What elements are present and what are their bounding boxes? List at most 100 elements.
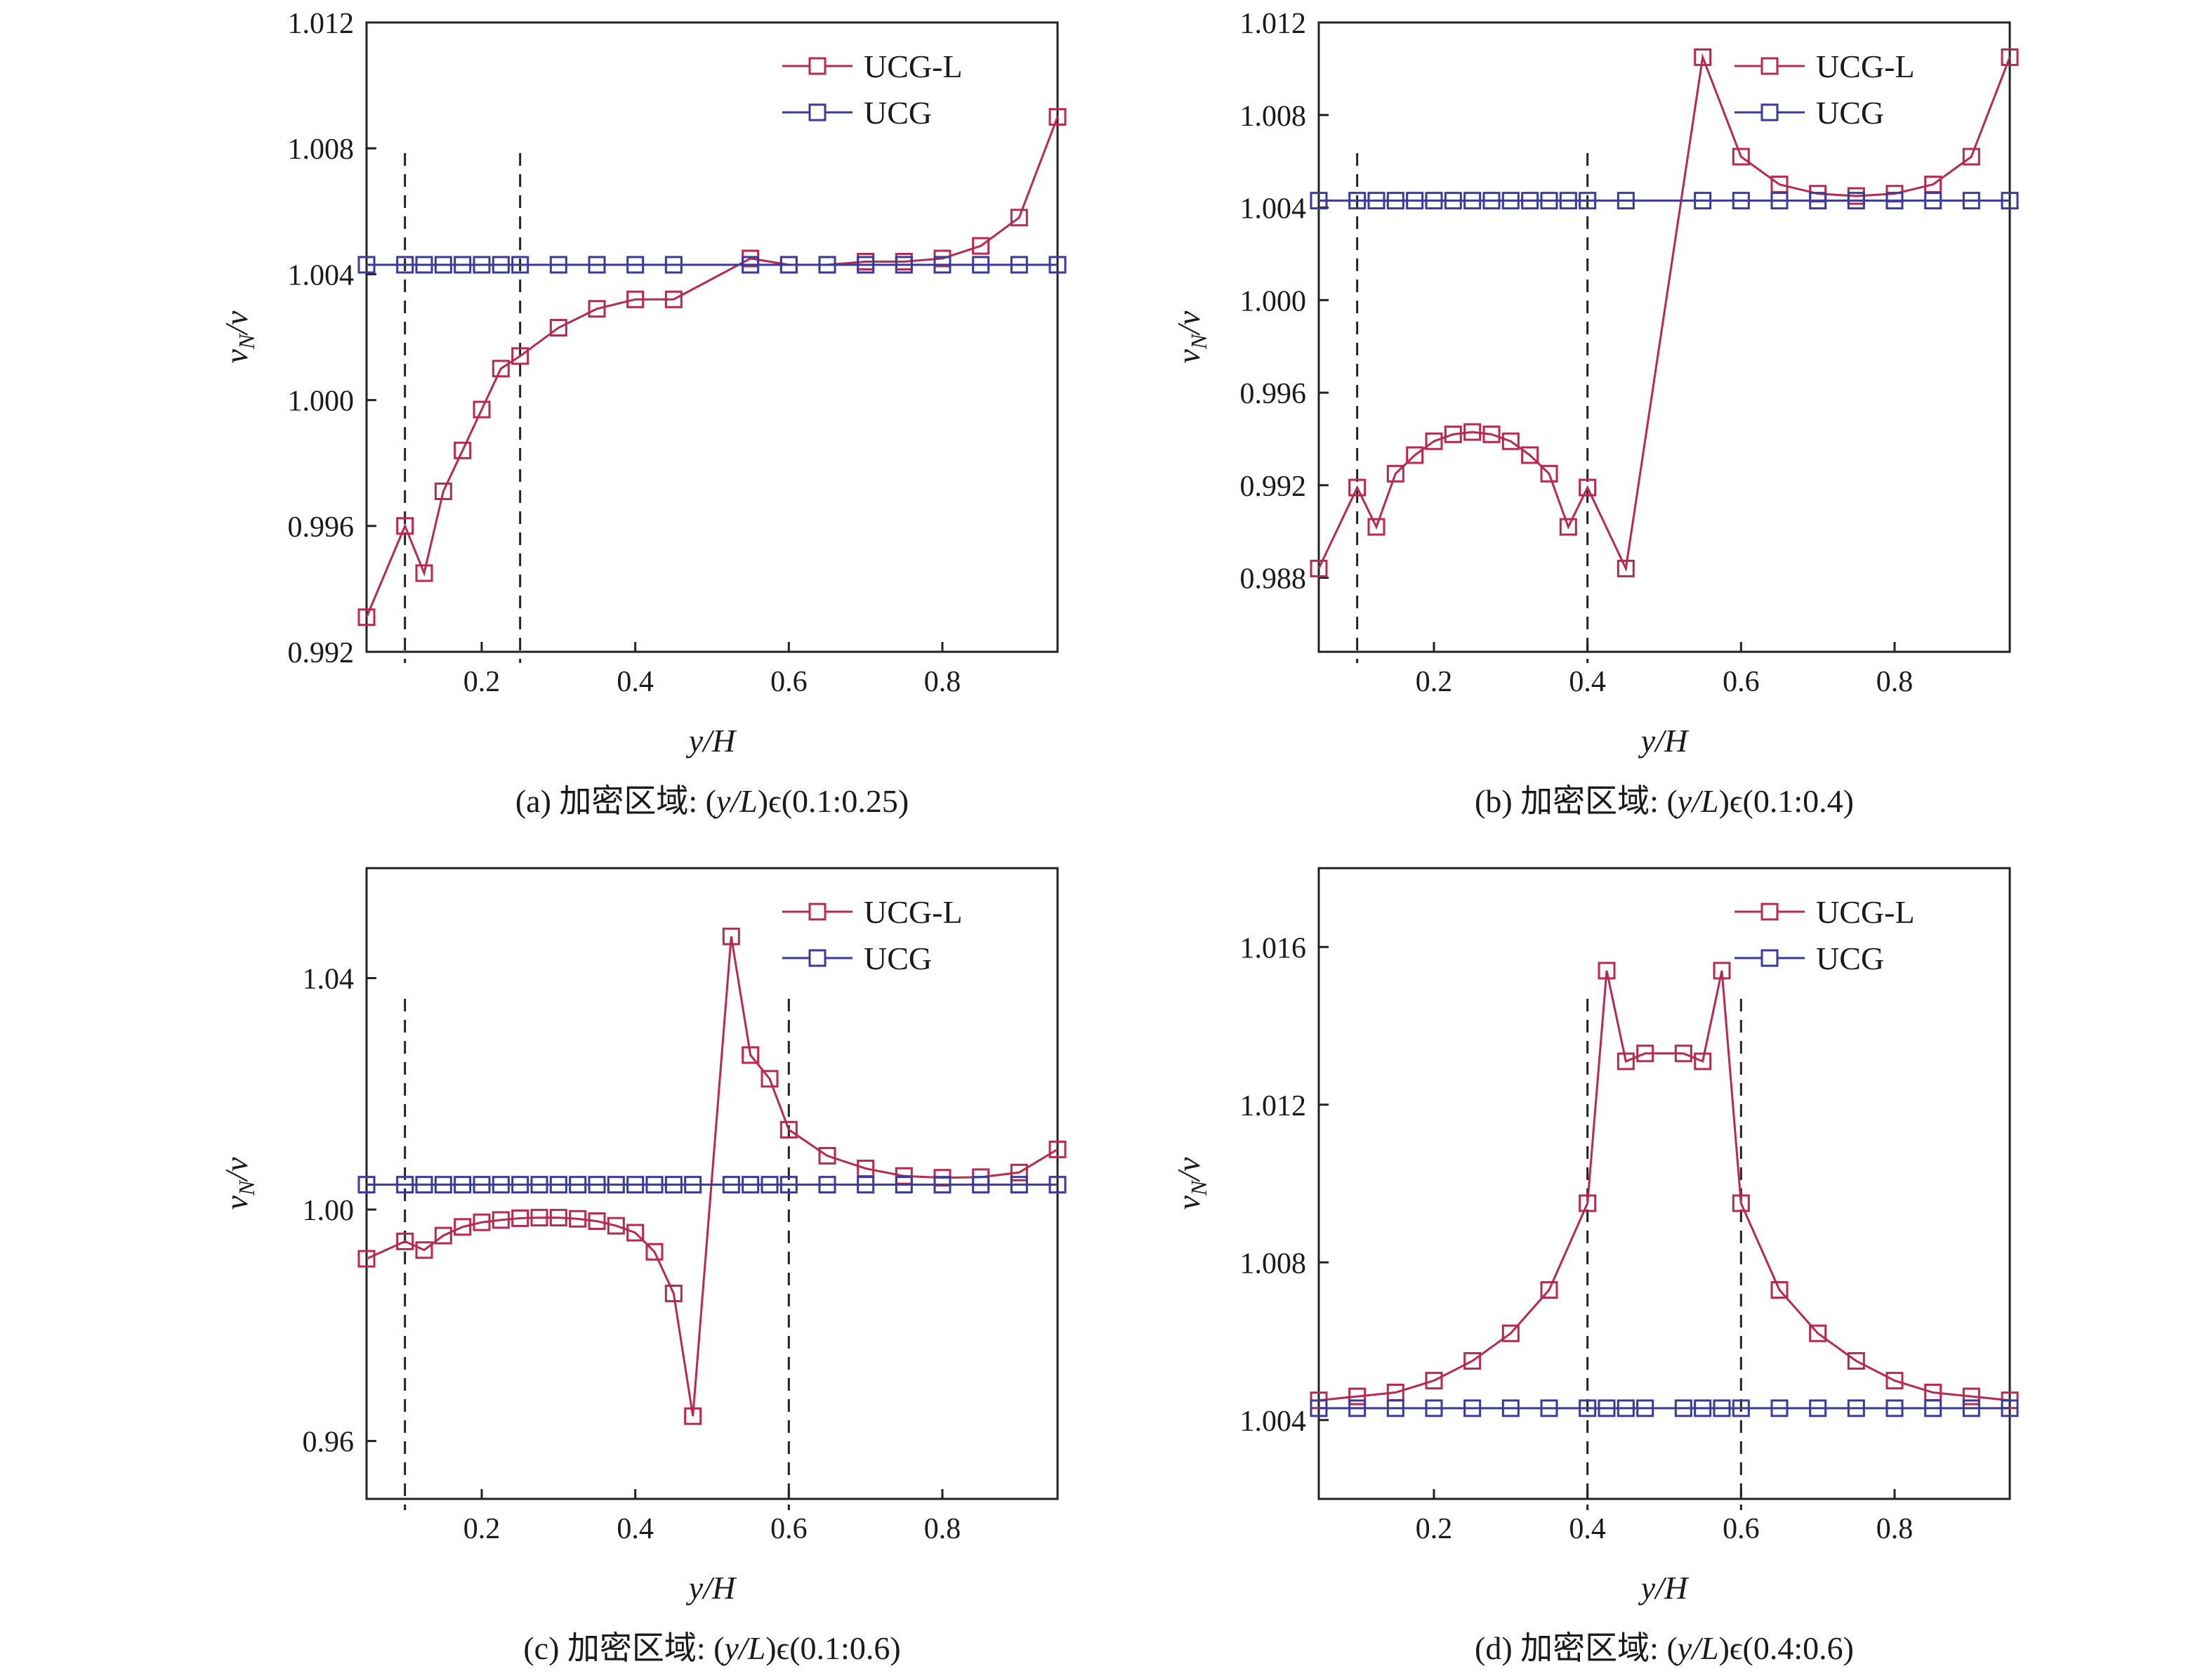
data-point-ucg	[473, 1176, 491, 1194]
data-point-ucg	[1694, 1399, 1712, 1417]
legend-entry-ucg: UCG	[1734, 95, 1884, 131]
data-point-ucg	[742, 1176, 760, 1194]
data-point-ucg	[415, 256, 433, 274]
data-point-ucg	[1579, 192, 1597, 210]
plot-frame	[1317, 21, 2011, 653]
y-tick-label: 1.004	[1240, 1405, 1307, 1438]
legend-marker	[808, 903, 827, 921]
plot-frame	[365, 867, 1059, 1500]
data-point-ucg	[895, 1176, 913, 1194]
data-point-ucg	[1310, 192, 1328, 210]
data-point-ucg	[626, 1176, 645, 1194]
data-point-ucg	[1962, 192, 1980, 210]
legend-marker	[808, 57, 827, 75]
data-point-ucg	[1386, 192, 1404, 210]
data-point-ucg	[1694, 192, 1712, 210]
data-point-ucg	[742, 256, 760, 274]
y-tick-label: 1.008	[288, 133, 355, 166]
data-point-ucg-l	[1559, 518, 1577, 536]
data-point-ucg-l	[1010, 1163, 1028, 1181]
data-point-ucg	[1425, 1399, 1443, 1417]
data-point-ucg-l	[1694, 1052, 1712, 1070]
data-point-ucg-l	[1847, 1352, 1865, 1370]
data-point-ucg	[1540, 192, 1558, 210]
data-point-ucg-l	[1732, 1194, 1750, 1212]
data-point-ucg-l	[454, 441, 472, 459]
x-tick-label: 0.2	[463, 1513, 501, 1545]
data-point-ucg	[933, 1176, 952, 1194]
data-point-ucg	[549, 1176, 567, 1194]
data-point-ucg-l	[1713, 962, 1731, 980]
data-point-ucg	[1770, 192, 1789, 210]
data-point-ucg	[1617, 1399, 1635, 1417]
data-point-ucg-l	[1367, 518, 1385, 536]
data-point-ucg	[1310, 1399, 1328, 1417]
x-tick-label: 0.2	[463, 666, 501, 698]
data-point-ucg-l	[1770, 1281, 1789, 1299]
panel-caption: (c) 加密区域: (y/L)ϵ(0.1:0.6)	[523, 1630, 900, 1666]
data-point-ucg-l	[357, 608, 376, 627]
legend-marker	[808, 949, 827, 967]
data-point-ucg-l	[1501, 432, 1520, 450]
data-point-ucg	[1579, 1399, 1597, 1417]
y-axis-label: vN/v	[1171, 1157, 1211, 1210]
data-point-ucg	[1048, 256, 1067, 274]
data-point-ucg-l	[1425, 1372, 1443, 1390]
data-point-ucg	[1809, 1399, 1827, 1417]
legend-entry-ucg-l: UCG-L	[1734, 894, 1915, 930]
data-point-ucg	[1348, 1399, 1367, 1417]
legend-entry-ucg-l: UCG-L	[782, 48, 963, 84]
data-point-ucg-l	[1463, 423, 1482, 441]
data-point-ucg-l	[1732, 148, 1750, 166]
legend-marker	[1760, 103, 1779, 122]
data-point-ucg-l	[1425, 432, 1443, 450]
y-tick-label: 1.008	[1240, 100, 1307, 133]
data-point-ucg	[1847, 1399, 1865, 1417]
data-point-ucg	[779, 256, 798, 274]
data-point-ucg-l	[972, 237, 990, 255]
x-tick-label: 0.6	[770, 1513, 808, 1545]
plot-frame	[365, 21, 1059, 653]
data-point-ucg-l	[1521, 446, 1539, 464]
data-point-ucg	[1482, 192, 1501, 210]
data-point-ucg	[569, 1176, 587, 1194]
data-point-ucg-l	[1962, 1387, 1980, 1405]
data-point-ucg	[549, 256, 567, 274]
y-tick-label: 0.996	[288, 511, 355, 544]
data-point-ucg-l	[1310, 559, 1328, 577]
data-point-ucg	[1463, 192, 1482, 210]
data-point-ucg	[1048, 1176, 1067, 1194]
data-point-ucg	[454, 256, 472, 274]
data-point-ucg	[1386, 1399, 1404, 1417]
data-point-ucg	[779, 1176, 798, 1194]
data-point-ucg	[1463, 1399, 1482, 1417]
data-point-ucg	[818, 1176, 836, 1194]
data-point-ucg-l	[396, 1232, 414, 1250]
data-point-ucg	[1713, 1399, 1731, 1417]
y-tick-label: 0.996	[1240, 378, 1307, 410]
data-point-ucg	[1367, 192, 1385, 210]
data-point-ucg-l	[415, 564, 433, 582]
legend-entry-ucg: UCG	[782, 95, 932, 131]
data-point-ucg-l	[434, 483, 452, 501]
data-point-ucg	[1732, 1399, 1750, 1417]
data-point-ucg-l	[1482, 425, 1501, 443]
data-point-ucg-l	[1636, 1044, 1654, 1063]
y-tick-label: 1.012	[288, 8, 355, 40]
data-point-ucg-l	[1348, 1387, 1367, 1405]
data-point-ucg-l	[1617, 559, 1635, 577]
y-tick-label: 1.008	[1240, 1247, 1307, 1280]
data-point-ucg	[511, 256, 529, 274]
data-point-ucg-l	[1463, 1352, 1482, 1370]
data-point-ucg-l	[779, 1120, 798, 1139]
data-point-ucg-l	[1674, 1044, 1692, 1063]
data-point-ucg	[1540, 1399, 1558, 1417]
data-point-ucg-l	[1406, 446, 1424, 464]
legend-label: UCG	[1816, 95, 1884, 131]
data-point-ucg-l	[1540, 464, 1558, 483]
data-point-ucg	[1636, 1399, 1654, 1417]
x-tick-label: 0.4	[617, 666, 654, 698]
data-point-ucg	[2001, 1399, 2019, 1417]
data-point-ucg	[511, 1176, 529, 1194]
